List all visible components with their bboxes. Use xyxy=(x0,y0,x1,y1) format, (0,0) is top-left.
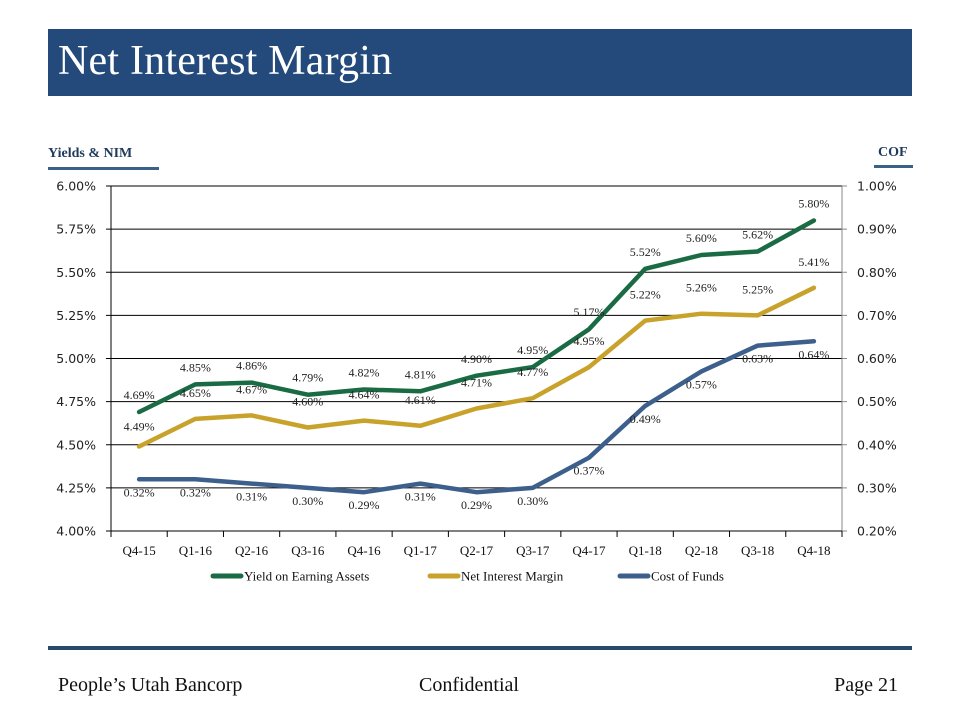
footer-divider xyxy=(48,646,912,650)
data-label: 4.95% xyxy=(517,343,548,357)
data-label: 5.60% xyxy=(686,231,717,245)
title-bar: Net Interest Margin xyxy=(48,29,912,96)
data-label: 0.63% xyxy=(742,352,773,366)
data-label: 4.71% xyxy=(461,376,492,390)
left-axis-tick-label: 5.00% xyxy=(56,351,96,366)
data-label: 5.62% xyxy=(742,228,773,242)
data-label: 4.60% xyxy=(292,395,323,409)
right-axis-tick-label: 0.30% xyxy=(857,480,897,495)
right-axis-tick-label: 0.60% xyxy=(857,351,897,366)
right-axis-title: COF xyxy=(874,145,913,168)
right-axis-tick-label: 0.20% xyxy=(857,524,897,539)
data-label: 4.49% xyxy=(124,419,155,433)
right-axis-title-text: COF xyxy=(878,145,908,160)
data-label: 4.85% xyxy=(180,360,211,374)
x-axis-tick-label: Q2-17 xyxy=(460,543,494,558)
data-label: 4.90% xyxy=(461,352,492,366)
x-axis-tick-label: Q3-18 xyxy=(741,543,774,558)
page-title: Net Interest Margin xyxy=(58,38,393,84)
x-axis-tick-label: Q2-18 xyxy=(685,543,718,558)
data-label: 0.37% xyxy=(573,464,604,478)
x-axis-tick-label: Q4-18 xyxy=(797,543,830,558)
legend-label: Net Interest Margin xyxy=(461,569,564,584)
right-axis-tick-label: 0.80% xyxy=(857,265,897,280)
data-label: 0.30% xyxy=(292,494,323,508)
line-chart: 4.00% 4.25% 4.50% 4.75% 5.00% 5.25% 5.50% 5.75%… xyxy=(56,179,897,584)
left-axis-tick-label: 6.00% xyxy=(56,179,96,194)
x-axis-tick-label: Q1-18 xyxy=(629,543,662,558)
footer-company: People’s Utah Bancorp xyxy=(58,674,243,696)
data-label: 5.26% xyxy=(686,281,717,295)
series-line-cost-of-funds xyxy=(136,339,817,495)
legend-label: Yield on Earning Assets xyxy=(244,569,369,584)
data-label: 5.41% xyxy=(798,255,829,269)
left-axis-tick-label: 5.50% xyxy=(56,265,96,280)
x-axis-tick-label: Q4-16 xyxy=(347,543,381,558)
data-label: 4.69% xyxy=(124,388,155,402)
data-label: 5.52% xyxy=(630,245,661,259)
data-label: 0.31% xyxy=(236,490,267,504)
data-label: 0.49% xyxy=(630,412,661,426)
right-axis-title-underline xyxy=(874,165,913,168)
data-label: 4.95% xyxy=(573,334,604,348)
footer-classification: Confidential xyxy=(419,674,519,696)
left-axis-title-text: Yields & NIM xyxy=(48,146,133,161)
left-axis-title: Yields & NIM xyxy=(48,146,159,170)
data-label: 4.86% xyxy=(236,359,267,373)
left-axis-tick-label: 4.50% xyxy=(56,437,96,452)
data-label: 0.31% xyxy=(405,490,436,504)
data-label: 0.32% xyxy=(180,485,211,499)
data-label: 5.22% xyxy=(630,288,661,302)
right-axis-tick-label: 0.90% xyxy=(857,222,897,237)
data-label: 4.79% xyxy=(292,371,323,385)
x-axis-tick-label: Q1-17 xyxy=(404,543,438,558)
data-label: 4.82% xyxy=(349,366,380,380)
right-axis-tick-label: 0.70% xyxy=(857,308,897,323)
left-axis-title-underline xyxy=(48,167,159,170)
x-axis-tick-label: Q4-15 xyxy=(123,543,156,558)
left-axis-tick-label: 5.25% xyxy=(56,308,96,323)
left-axis-tick-label: 4.00% xyxy=(56,524,96,539)
data-label: 0.29% xyxy=(461,498,492,512)
data-label: 4.61% xyxy=(405,393,436,407)
left-axis-tick-label: 4.75% xyxy=(56,394,96,409)
x-axis-tick-label: Q4-17 xyxy=(572,543,606,558)
data-label: 4.65% xyxy=(180,386,211,400)
data-label: 5.17% xyxy=(573,305,604,319)
data-label: 0.57% xyxy=(686,377,717,391)
x-axis-tick-label: Q2-16 xyxy=(235,543,269,558)
x-axis-tick-label: Q1-16 xyxy=(179,543,213,558)
left-axis-tick-label: 5.75% xyxy=(56,222,96,237)
data-label: 0.32% xyxy=(124,485,155,499)
left-axis-tick-label: 4.25% xyxy=(56,480,96,495)
data-label: 0.29% xyxy=(349,498,380,512)
data-label: 4.67% xyxy=(236,382,267,396)
data-label: 4.77% xyxy=(517,365,548,379)
series-line-net-interest-margin xyxy=(136,285,817,449)
right-axis-tick-label: 1.00% xyxy=(857,179,897,194)
data-label: 4.81% xyxy=(405,367,436,381)
data-label: 5.80% xyxy=(798,197,829,211)
footer-page-number: Page 21 xyxy=(834,674,898,696)
series-line-yield-on-earning-assets xyxy=(136,218,817,415)
right-axis-tick-label: 0.40% xyxy=(857,437,897,452)
data-label: 4.64% xyxy=(349,388,380,402)
x-axis-tick-label: Q3-16 xyxy=(291,543,325,558)
x-axis-tick-label: Q3-17 xyxy=(516,543,550,558)
data-label: 0.64% xyxy=(798,347,829,361)
data-label: 5.25% xyxy=(742,282,773,296)
right-axis-tick-label: 0.50% xyxy=(857,394,897,409)
legend-label: Cost of Funds xyxy=(651,569,724,584)
data-label: 0.30% xyxy=(517,494,548,508)
